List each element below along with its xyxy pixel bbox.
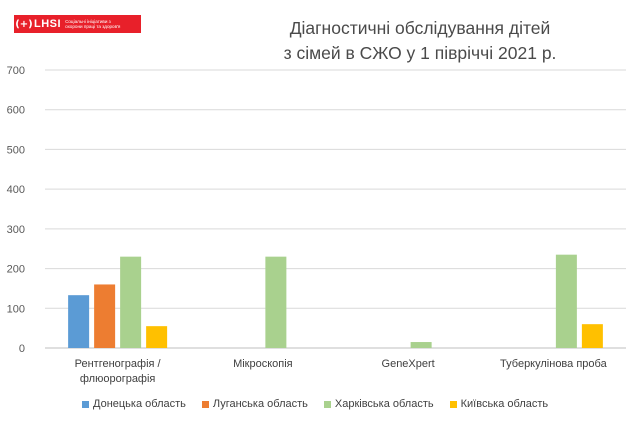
bar: [146, 326, 168, 348]
y-tick-label: 200: [7, 264, 25, 276]
bar: [265, 256, 287, 348]
y-tick-label: 700: [7, 65, 25, 77]
legend-label: Луганська область: [212, 398, 308, 410]
x-tick-label: Туберкулінова проба: [500, 358, 608, 370]
y-tick-label: 600: [7, 105, 25, 117]
bar: [581, 324, 603, 348]
logo-mark: (+): [15, 18, 33, 30]
y-tick-label: 0: [19, 343, 25, 355]
lhsi-logo: (+) LHSI Соціальні ініціативи з охорони …: [14, 15, 141, 33]
x-tick-label: флюорографія: [80, 373, 156, 385]
legend-item: Харківська область: [323, 398, 434, 410]
x-tick-label: Рентгенографія /: [75, 358, 162, 370]
bar: [94, 284, 116, 348]
chart-title: Діагностичні обслідування дітей з сімей …: [200, 16, 636, 66]
x-tick-label: Мікроскопія: [233, 358, 293, 370]
legend-label: Харківська область: [334, 398, 434, 410]
x-tick-label: GeneXpert: [382, 358, 435, 370]
bar: [555, 254, 577, 348]
chart-title-line-1: Діагностичні обслідування дітей: [289, 18, 551, 38]
legend-swatch: [82, 400, 89, 408]
y-tick-label: 100: [7, 303, 25, 315]
legend-item: Луганська область: [201, 398, 308, 410]
y-tick-label: 300: [7, 224, 25, 236]
logo-tagline: Соціальні ініціативи з охорони праці та …: [65, 19, 121, 29]
bar: [68, 295, 90, 348]
legend-item: Донецька область: [82, 398, 186, 410]
legend-label: Донецька область: [93, 398, 186, 410]
y-tick-label: 400: [7, 184, 25, 196]
legend-label: Київська область: [460, 398, 549, 410]
legend-swatch: [323, 400, 331, 408]
logo-brand: LHSI: [34, 18, 62, 30]
legend-swatch: [201, 400, 209, 408]
chart-title-line-2: з сімей в СЖО у 1 півріччі 2021 р.: [283, 43, 557, 63]
bar: [410, 342, 432, 348]
bar: [120, 256, 142, 348]
legend-item: Київська область: [449, 398, 549, 410]
chart-legend: Донецька область Луганська область Харківс…: [82, 398, 564, 410]
legend-swatch: [449, 400, 457, 408]
y-tick-label: 500: [7, 144, 25, 156]
